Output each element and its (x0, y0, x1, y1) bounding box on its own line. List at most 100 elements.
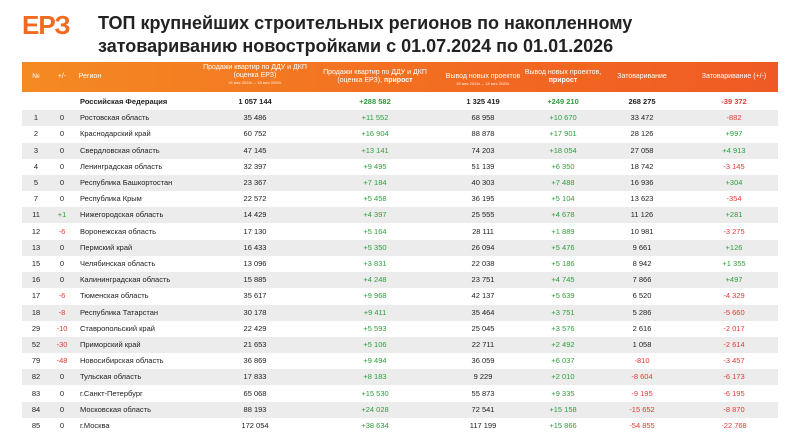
table-cell: -354 (726, 194, 742, 204)
table-cell: 17 130 (243, 226, 267, 236)
table-cell: 1 058 (632, 340, 652, 349)
table-cell: 32 397 (243, 161, 267, 171)
table-cell: +5 104 (551, 194, 575, 204)
table-cell: 0 (59, 129, 65, 139)
table-cell: +1 355 (722, 259, 746, 268)
table-cell: +4 678 (551, 210, 575, 220)
table-cell: Ставропольский край (80, 323, 155, 333)
table-cell: 74 203 (471, 145, 495, 155)
table-cell: 18 (31, 307, 41, 317)
table-cell: 22 711 (471, 340, 495, 349)
table-cell: +497 (725, 275, 743, 285)
table-cell: 16 433 (243, 242, 267, 252)
table-cell: 79 (31, 356, 41, 366)
table-cell: 2 616 (632, 323, 652, 333)
column-header: Продажи квартир по ДДУ и ДКП (оценка ЕРЗ… (195, 64, 315, 85)
table-cell: 27 058 (630, 145, 654, 155)
table-cell: +9 495 (363, 161, 387, 171)
table-cell: +5 106 (363, 340, 387, 349)
table-cell: -8 870 (723, 404, 745, 414)
table-cell: 10 981 (630, 226, 654, 236)
table-row: 2 0 Краснодарский край 60 752 +16 904 88 878 +… (22, 126, 778, 143)
table-cell: -6 (58, 291, 66, 301)
table-cell: 13 096 (243, 259, 267, 268)
table-cell: -54 855 (629, 421, 655, 430)
table-cell: +5 476 (551, 242, 575, 252)
table-cell: 33 472 (630, 113, 654, 123)
table-cell: 0 (59, 372, 65, 382)
table-cell: 88 193 (243, 404, 267, 414)
column-title: Вывод новых проектов (445, 73, 521, 80)
title: ТОП крупнейших строительных регионов по … (98, 13, 633, 56)
table-cell: +2 010 (551, 372, 575, 382)
table-cell: 22 572 (243, 194, 267, 204)
table-cell: 35 617 (243, 291, 267, 301)
table-cell: +4 745 (551, 275, 575, 285)
table-cell: +5 350 (363, 242, 387, 252)
table-cell: +6 037 (551, 356, 575, 366)
column-title: Затоваривание (617, 73, 667, 80)
table-cell: 22 429 (243, 323, 267, 333)
column-header: № (26, 73, 46, 81)
table-cell: -3 457 (723, 356, 745, 366)
table-cell: 35 464 (471, 307, 495, 317)
table-row: 3 0 Свердловская область 47 145 +13 141 74 20… (22, 142, 778, 159)
total-cell: 268 275 (628, 97, 656, 106)
table-row: 82 0 Тульская область 17 833 +8 183 9 229 +2 0… (22, 369, 778, 386)
table-cell: г.Санкт-Петербург (80, 388, 143, 398)
table-cell: 26 094 (471, 242, 495, 252)
table-row: 4 0 Ленинградская область 32 397 +9 495 51 13… (22, 158, 778, 175)
table-cell: 0 (59, 242, 65, 252)
table-cell: -5 660 (723, 307, 745, 317)
table-cell: 21 653 (243, 340, 267, 349)
table-cell: -882 (726, 113, 742, 123)
table-cell: +1 889 (551, 226, 575, 236)
table-cell: 13 (31, 242, 41, 252)
table-cell: +10 670 (549, 113, 577, 123)
table-cell: -9 195 (631, 388, 653, 398)
table-cell: +16 904 (361, 129, 389, 139)
table-cell: -6 173 (723, 372, 745, 382)
table-cell: 8 942 (632, 259, 652, 268)
total-region: Российская Федерация (80, 97, 168, 106)
column-note: 18 мес 2024г. – 18 мес 2025г. (228, 80, 282, 85)
table-cell: 82 (31, 372, 41, 382)
table-cell: 83 (31, 388, 41, 398)
table-row: 13 0 Пермский край 16 433 +5 350 26 094 +5 476… (22, 239, 778, 256)
table-cell: 14 429 (243, 210, 267, 220)
table-cell: 0 (59, 275, 65, 285)
table-cell: -4 329 (723, 291, 745, 301)
table-cell: +15 158 (549, 404, 577, 414)
column-title: № (32, 73, 40, 80)
table-cell: Пермский край (80, 242, 133, 252)
table-cell: 25 045 (471, 323, 495, 333)
table-cell: 36 195 (471, 194, 495, 204)
table-cell: 0 (59, 113, 65, 123)
table-row: 79 -48 Новосибирская область 36 869 +9 494 36… (22, 353, 778, 370)
table-cell: +7 488 (551, 178, 575, 187)
table-cell: +3 576 (551, 323, 575, 333)
table-cell: +2 492 (551, 340, 575, 349)
table-cell: 51 139 (471, 161, 495, 171)
table-cell: 12 (31, 226, 41, 236)
table-cell: 11 (32, 210, 40, 220)
table-cell: 0 (59, 178, 65, 187)
table-cell: +281 (725, 210, 743, 220)
table-cell: +126 (725, 242, 743, 252)
table-cell: +6 350 (551, 161, 575, 171)
table-cell: +4 913 (722, 145, 746, 155)
table-row: 85 0 г.Москва 172 054 +38 634 117 199 +15 866 -… (22, 418, 778, 434)
table-cell: 17 (31, 291, 41, 301)
table-cell: 88 878 (471, 129, 495, 139)
table-cell: 0 (59, 259, 65, 268)
table-cell: +4 248 (363, 275, 387, 285)
table-cell: +9 335 (551, 388, 575, 398)
table-row: 16 0 Калининградская область 15 885 +4 248 23… (22, 272, 778, 289)
total-cell: 1 325 419 (466, 97, 500, 106)
column-emphasis: прирост (384, 77, 413, 84)
table-cell: +5 458 (363, 194, 387, 204)
table-header: № +/- Регион Продажи квартир по ДДУ и ДКП (… (22, 62, 778, 92)
table-cell: 23 367 (243, 178, 267, 187)
table-cell: +304 (725, 178, 743, 187)
table-cell: -30 (56, 340, 68, 349)
